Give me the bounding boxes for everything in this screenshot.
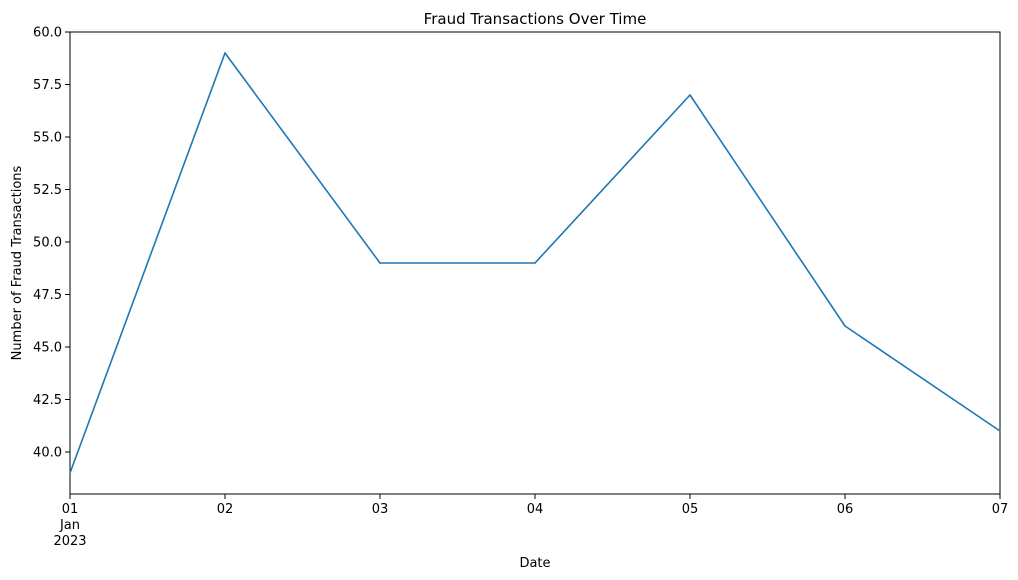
- x-tick-label: 02: [217, 502, 234, 517]
- data-point: [379, 262, 381, 264]
- y-axis-label: Number of Fraud Transactions: [10, 165, 25, 360]
- data-point: [224, 52, 226, 54]
- x-tick-label: 03: [372, 502, 389, 517]
- y-tick-label: 50.0: [33, 236, 62, 251]
- y-tick-label: 60.0: [33, 26, 62, 41]
- y-tick-label: 47.5: [33, 288, 62, 303]
- y-tick-label: 52.5: [33, 183, 62, 198]
- y-tick-label: 45.0: [33, 341, 62, 356]
- x-axis-label: Date: [519, 556, 550, 571]
- data-point: [69, 472, 71, 474]
- x-tick-label: 05: [682, 502, 699, 517]
- data-point: [844, 325, 846, 327]
- data-point: [999, 430, 1001, 432]
- x-tick-label: 06: [837, 502, 854, 517]
- x-tick-label: 07: [992, 502, 1009, 517]
- y-tick-label: 57.5: [33, 78, 62, 93]
- y-axis: 40.0 42.5 45.0 47.5 50.0 52.5 55.0 57.5 60.0: [33, 26, 70, 461]
- y-tick-label: 42.5: [33, 393, 62, 408]
- y-tick-label: 40.0: [33, 446, 62, 461]
- x-secondary-label: 2023: [53, 534, 86, 549]
- x-secondary-label: Jan: [59, 518, 80, 533]
- y-tick-label: 55.0: [33, 131, 62, 146]
- x-tick-label: 01: [62, 502, 79, 517]
- chart-title: Fraud Transactions Over Time: [424, 10, 647, 28]
- series-layer: [69, 52, 1001, 474]
- x-tick-label: 04: [527, 502, 544, 517]
- data-point: [534, 262, 536, 264]
- data-point: [689, 94, 691, 96]
